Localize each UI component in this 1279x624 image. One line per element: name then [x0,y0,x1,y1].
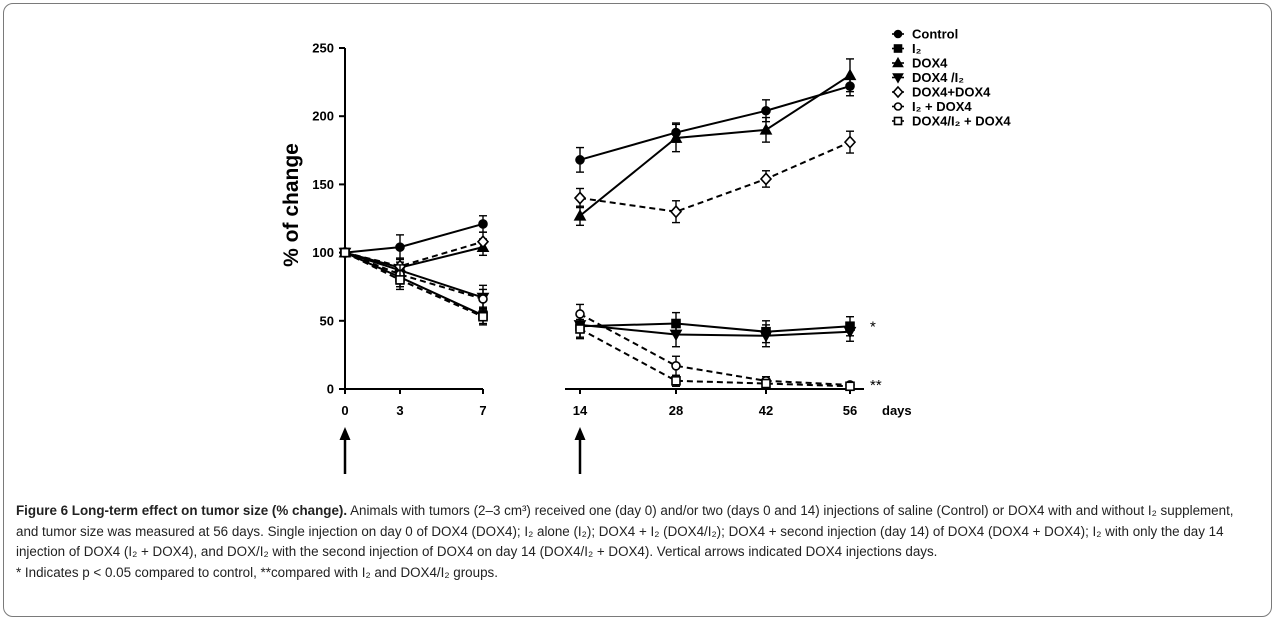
data-point [669,329,683,342]
significance-annotation: * [870,318,876,335]
x-tick-label: 28 [669,403,683,418]
data-point [671,361,681,371]
legend-item-control: Control [892,27,958,42]
y-tick-label: 150 [312,177,334,192]
legend-item-i2: I₂ [892,41,922,56]
legend-label: DOX4+DOX4 [912,85,991,100]
series-control [340,75,855,261]
data-point [759,331,773,343]
data-point [845,381,855,392]
series-line-segment-2 [579,322,851,333]
legend-label: DOX4/I₂ + DOX4 [912,114,1011,129]
legend-marker [893,102,903,111]
x-tick-label: 7 [479,403,486,418]
legend-marker [893,44,903,53]
y-tick-label: 0 [327,382,334,397]
y-tick-label: 250 [312,41,334,56]
legend-item-dox4-i2: DOX4 /I₂ [892,70,964,85]
series-line-segment-1 [344,240,484,268]
injection-arrow-head [574,427,586,440]
data-point [759,172,773,186]
legend-label: DOX4 [912,56,948,71]
data-point [478,294,488,304]
data-point [478,311,488,322]
caption-title: Figure 6 Long-term effect on tumor size … [16,503,348,518]
x-tick-label: 14 [573,403,588,418]
series-line-segment-2 [579,74,851,217]
legend-marker [893,29,903,39]
data-point [669,131,683,143]
data-point [761,105,771,116]
legend-marker [892,56,904,68]
series-line-segment-1 [344,251,484,299]
series-line-segment-2 [579,85,851,161]
legend-label: DOX4 /I₂ [912,70,964,85]
data-point [340,247,350,258]
data-point [843,326,857,339]
y-axis-label: % of change [280,143,303,267]
data-point [575,309,585,319]
legend-label: I₂ + DOX4 [912,99,972,114]
data-point [761,378,771,389]
data-point [573,209,587,221]
series-line-segment-2 [579,323,851,337]
series-i2-dox4 [340,247,855,390]
data-point [395,242,405,252]
legend-item-dox4: DOX4 [892,56,948,71]
data-point [575,324,585,334]
legend-label: Control [912,27,958,42]
data-point [759,123,773,135]
data-point [573,191,587,205]
y-tick-label: 200 [312,109,334,124]
legend-item-i2-dox4: I₂ + DOX4 [892,99,972,114]
data-point [478,219,488,229]
series-line-segment-2 [579,141,851,213]
y-tick-label: 100 [312,245,334,260]
series-line-segment-2 [579,313,851,386]
series-dox4-i2-dox4 [340,247,855,392]
series-line-segment-2 [579,328,851,388]
data-point [671,376,681,386]
x-tick-label: 0 [341,403,348,418]
legend-marker [892,85,904,99]
legend-item-dox4-dox4: DOX4+DOX4 [892,85,991,100]
series-layer [338,58,857,392]
data-point [476,234,490,249]
x-tick-label: 42 [759,403,773,418]
figure-frame [3,3,1272,617]
x-axis-label: days [882,403,912,418]
data-point [395,275,405,285]
x-tick-label: 56 [843,403,857,418]
data-point [843,68,857,81]
legend-marker [892,73,904,84]
figure-caption: Figure 6 Long-term effect on tumor size … [16,501,1256,583]
caption-body: Animals with tumors (2–3 cm³) received o… [16,503,1234,559]
legend-label: I₂ [912,41,922,56]
injection-arrow-head [339,427,351,440]
legend-item-dox4-i2-dox4: DOX4/I₂ + DOX4 [892,114,1011,129]
data-point [669,204,683,219]
data-point [575,155,585,165]
x-tick-label: 3 [396,403,403,418]
data-point [843,135,857,149]
significance-annotation: ** [870,377,882,394]
legend-marker [893,116,903,126]
caption-footnote: * Indicates p < 0.05 compared to control… [16,564,498,580]
y-tick-label: 50 [320,313,334,328]
